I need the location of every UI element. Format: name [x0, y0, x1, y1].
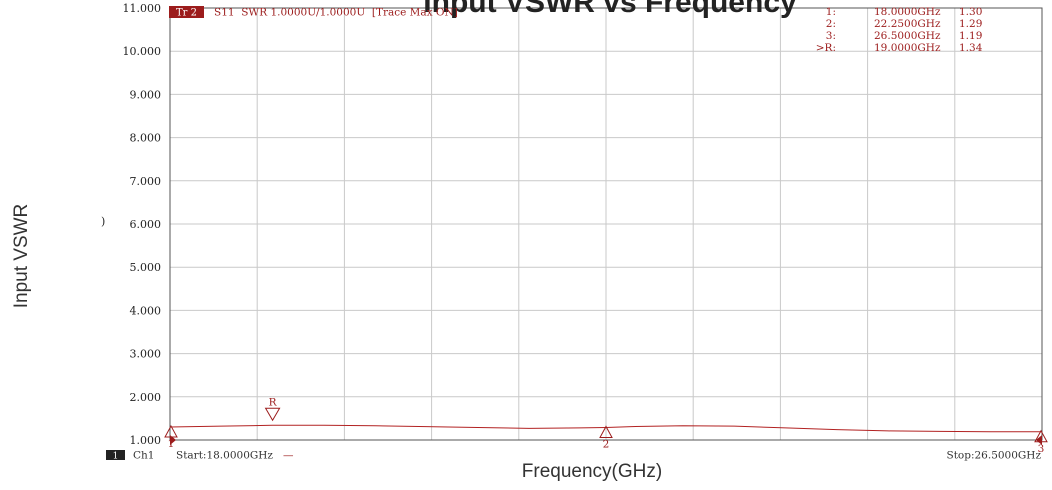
channel-badge: 1: [113, 452, 119, 462]
trace-tag: Tr 2: [176, 8, 197, 19]
y-tick-label: 7.000: [130, 175, 162, 188]
plot-frame: [169, 7, 1043, 441]
channel-label: Ch1: [133, 450, 154, 462]
channel-badge-box: [106, 450, 125, 460]
marker-table-frequency: 26.5000GHz: [874, 30, 941, 42]
marker-2-symbol: [599, 425, 613, 438]
marker-R-label: R: [269, 396, 278, 408]
reference-arrow-left: [170, 435, 176, 445]
marker-R-symbol: [264, 407, 281, 422]
y-tick-label: 5.000: [130, 261, 162, 274]
marker-3-label: 3: [1038, 443, 1045, 455]
marker-2-label: 2: [603, 438, 610, 450]
marker-table-label: 1:: [826, 6, 836, 18]
marker-table-label: 2:: [826, 18, 836, 30]
y-axis-label: Input VSWR: [11, 204, 32, 309]
y-tick-label: 3.000: [130, 348, 162, 361]
y-tick-label: 2.000: [130, 391, 162, 404]
y-tick-label: 8.000: [130, 132, 162, 145]
marker-table-frequency: 19.0000GHz: [874, 42, 941, 54]
side-glyph: ): [101, 215, 105, 228]
trace-header: S11 SWR 1.0000U/1.0000U [Trace Max ON]: [214, 7, 458, 19]
y-tick-labels: 1.000 2.000 3.000 4.000 5.000 6.000 7.000 8.000…: [123, 2, 162, 447]
x-axis-label: Frequency(GHz): [522, 461, 662, 482]
marker-table-value: 1.29: [959, 18, 982, 30]
marker-table-label: 3:: [826, 30, 836, 42]
start-frequency: Start:18.0000GHz: [176, 450, 273, 462]
y-tick-label: 6.000: [130, 218, 162, 231]
chart-title: Input VSWR vs Frequency: [423, 0, 797, 19]
stop-frequency: Stop:26.5000GHz: [947, 450, 1042, 462]
trace-tag-box: [169, 6, 204, 18]
marker-1-symbol: [164, 424, 178, 438]
marker-table: 1: 18.0000GHz 1.30 2: 22.2500GHz 1.29 3: 26.500…: [816, 6, 983, 54]
marker-symbols: 123R: [164, 396, 1048, 455]
grid-lines: [170, 8, 1042, 440]
y-tick-label: 11.000: [123, 2, 162, 15]
y-tick-label: 1.000: [130, 434, 162, 447]
marker-table-value: 1.34: [959, 42, 983, 54]
y-tick-label: 4.000: [130, 304, 162, 317]
marker-table-frequency: 18.0000GHz: [874, 6, 941, 18]
y-tick-label: 9.000: [130, 88, 162, 101]
marker-table-value: 1.19: [959, 30, 982, 42]
y-tick-label: 10.000: [123, 45, 162, 58]
marker-table-value: 1.30: [959, 6, 982, 18]
start-dash: —: [283, 450, 294, 462]
reference-arrow-right: [1036, 435, 1042, 445]
marker-table-frequency: 22.2500GHz: [874, 18, 941, 30]
marker-table-label: >R:: [816, 42, 836, 54]
